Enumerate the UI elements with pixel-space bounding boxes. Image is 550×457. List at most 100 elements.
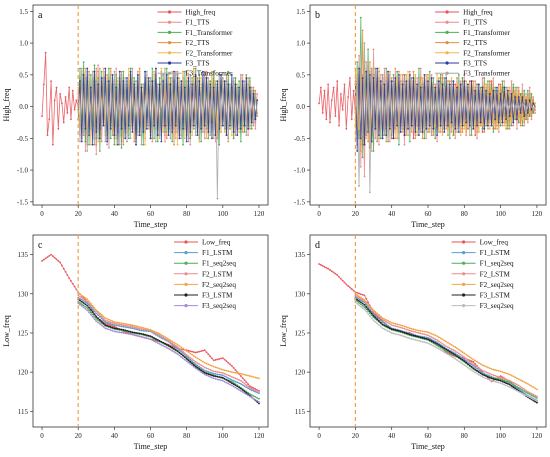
data-point [418,339,420,342]
data-point [492,112,495,114]
data-point [468,356,471,358]
data-point [183,348,186,351]
data-point [144,333,146,336]
data-point [503,124,506,127]
data-point [51,143,54,146]
data-point [508,124,511,127]
data-point [227,140,230,143]
data-point [525,92,527,95]
data-point [120,323,123,326]
data-point [388,127,391,130]
data-point [361,77,364,79]
data-point [127,86,130,89]
data-point [358,300,360,302]
legend-entry: F1_Transformer [435,29,511,37]
data-point [80,298,83,301]
data-point [221,368,224,371]
data-point [232,383,235,386]
data-point [183,127,186,130]
data-point [350,288,353,290]
data-point [461,131,464,133]
data-point [408,70,411,73]
data-point [124,329,127,332]
data-point [223,375,226,378]
data-point [434,342,437,344]
data-point [419,86,422,89]
data-point [514,384,517,387]
data-point [203,361,206,364]
data-point [387,70,389,73]
data-point [407,336,409,339]
data-point [445,352,448,355]
data-point [474,359,477,362]
data-point [209,80,212,83]
data-point [229,370,231,373]
data-point [425,336,428,339]
data-point [359,67,362,70]
data-point [214,140,217,143]
data-point [477,83,480,86]
data-point [399,324,402,327]
data-point [258,402,260,405]
data-point [182,127,184,130]
data-point [390,131,393,133]
data-point [196,80,199,83]
data-point [194,361,197,363]
data-point [239,73,242,76]
data-point [387,127,389,130]
data-point [118,328,121,331]
data-point [474,364,477,367]
data-point [398,70,400,73]
data-point [212,372,215,375]
data-point [207,370,210,373]
data-point [423,337,426,340]
data-point [505,118,507,121]
data-point [192,67,195,70]
data-point [120,146,123,149]
data-point [490,89,493,92]
data-point [365,134,368,137]
data-point [225,134,228,137]
data-point [189,361,192,363]
data-point [223,369,226,372]
data-point [501,378,504,381]
data-point [525,389,527,392]
data-point [106,80,109,83]
data-point [414,80,417,83]
data-point [249,77,251,79]
data-point [379,319,382,322]
data-point [428,70,431,73]
data-point [252,89,255,92]
data-point [487,96,489,98]
data-point [359,301,362,304]
data-point [332,86,335,89]
data-point [370,67,373,70]
data-point [196,364,199,367]
data-point [528,396,531,399]
data-point [432,337,435,340]
data-point [142,328,145,331]
data-point [506,385,509,388]
data-point [437,344,440,346]
data-point [68,86,71,89]
data-point [530,108,533,111]
data-point [436,346,438,349]
data-point [209,134,212,137]
data-point [120,73,123,76]
data-point [434,340,437,343]
data-point [447,341,449,344]
data-point [86,309,89,312]
data-point [176,70,179,73]
data-point [211,70,213,73]
data-point [367,306,369,308]
data-point [485,121,487,124]
data-point [448,80,451,83]
panel-b: 0 20 40 60 80 100 120-1.5-1.0-0.50.00.51.01.5T… [279,4,547,229]
y-axis-label: High_freq [279,89,288,122]
data-point [488,92,491,95]
data-point [447,80,449,83]
data-point [178,349,181,352]
data-point [97,64,99,67]
data-point [98,150,101,152]
data-point [499,370,502,373]
